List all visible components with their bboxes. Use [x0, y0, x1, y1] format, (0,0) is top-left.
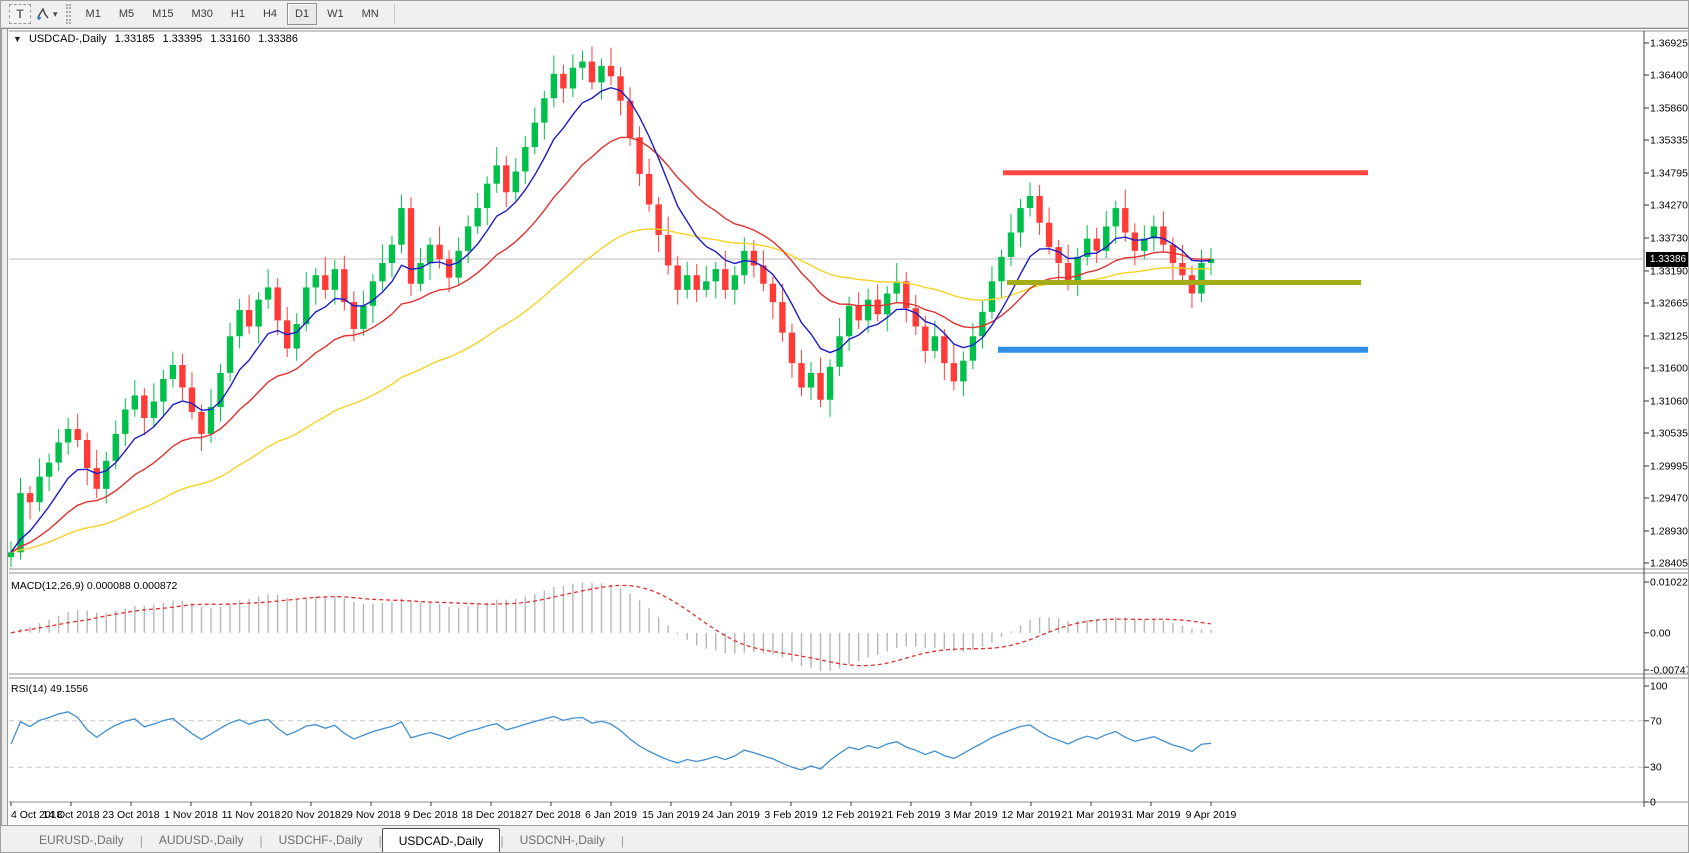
price-axis-label: 1.33730: [1650, 233, 1688, 245]
symbol-tab-bar: EURUSD-,Daily | AUDUSD-,Daily | USDCHF-,Dail…: [1, 825, 1688, 852]
tab-separator: |: [378, 834, 382, 848]
current-price-tag: 1.33386: [1646, 252, 1688, 267]
date-axis-label: 31 Mar 2019: [1122, 809, 1181, 821]
price-axis-label: 1.36925: [1650, 38, 1688, 50]
date-axis-label: 12 Mar 2019: [1002, 809, 1061, 821]
rsi-pane: [9, 711, 1644, 771]
macd-signal-line: [10, 584, 1212, 667]
tab-USDCNHDaily[interactable]: USDCNH-,Daily: [519, 833, 605, 847]
ma-slow-line: [10, 228, 1212, 553]
date-axis-label: 12 Feb 2019: [822, 809, 881, 821]
price-axis-label: 1.29995: [1650, 460, 1688, 472]
cursor-tool-button[interactable]: ▾: [34, 3, 59, 25]
price-axis-label: 1.28405: [1650, 558, 1688, 570]
tab-USDCHFDaily[interactable]: USDCHF-,Daily: [278, 833, 363, 847]
tab-separator: |: [139, 834, 143, 848]
rsi-axis-label: 70: [1650, 715, 1662, 727]
timeframe-button-D1[interactable]: D1: [287, 3, 318, 25]
date-axis-label: 9 Dec 2018: [404, 809, 458, 821]
date-axis-label: 15 Jan 2019: [642, 809, 700, 821]
timeframe-button-group: M1 M5 M15 M30 H1 H4 D1 W1 MN: [77, 3, 388, 25]
ohlc-open: 1.33185: [114, 33, 155, 45]
chart-title-bar: ▼ USDCAD-,Daily 1.33185 1.33395 1.33160 …: [13, 33, 303, 45]
rsi-axis-label: 100: [1650, 681, 1668, 693]
tab-EURUSDDaily[interactable]: EURUSD-,Daily: [39, 833, 124, 847]
date-axis-label: 18 Dec 2018: [461, 809, 521, 821]
price-axis-label: 1.30535: [1650, 428, 1688, 440]
tab-separator: |: [259, 834, 263, 848]
price-axis-label: 1.32665: [1650, 298, 1688, 310]
toolbar-separator: [393, 4, 395, 24]
ma-mid-line: [10, 136, 1212, 553]
rsi-axis-label: 0: [1650, 797, 1656, 809]
timeframe-button-M30[interactable]: M30: [191, 8, 213, 20]
date-axis-label: 1 Nov 2018: [164, 809, 218, 821]
rsi-axis-label: 30: [1650, 762, 1662, 774]
macd-indicator-label: MACD(12,26,9) 0.000088 0.000872: [11, 580, 178, 592]
timeframe-button-M1[interactable]: M1: [85, 8, 101, 20]
price-axis-label: 1.33190: [1650, 265, 1688, 277]
macd-pane: [10, 582, 1212, 672]
date-axis-label: 21 Feb 2019: [882, 809, 941, 821]
timeframe-button-M5[interactable]: M5: [118, 8, 135, 20]
date-axis-label: 9 Apr 2019: [1186, 809, 1237, 821]
price-axis-label: 1.32125: [1650, 330, 1688, 342]
tab-USDCADDaily[interactable]: USDCAD-,Daily: [381, 828, 501, 852]
ohlc-low: 1.33160: [210, 33, 251, 45]
symbol-title: USDCAD-,Daily: [28, 33, 107, 45]
price-axis-label: 1.31600: [1650, 363, 1688, 375]
ohlc-high: 1.33395: [162, 33, 203, 45]
ma-fast-line: [10, 87, 1212, 553]
collapse-icon[interactable]: ▼: [13, 34, 22, 44]
tab-separator: |: [500, 834, 504, 848]
price-axis-label: 1.35860: [1650, 103, 1688, 115]
ohlc-close: 1.33386: [258, 33, 298, 45]
date-axis-label: 11 Nov 2018: [222, 809, 281, 821]
date-axis-label: 21 Mar 2019: [1062, 809, 1121, 821]
price-axis-label: 1.31060: [1650, 395, 1688, 407]
price-axis-label: 1.34270: [1650, 200, 1688, 212]
price-chart[interactable]: 1.36925 1.36400 1.35860 1.35335 1.34795 1.342…: [1, 29, 1689, 828]
dropdown-caret-icon[interactable]: ▾: [53, 8, 58, 19]
date-axis-label: 24 Jan 2019: [702, 809, 760, 821]
macd-axis-label: 0.00: [1650, 627, 1671, 639]
timeframe-button-W1[interactable]: W1: [327, 8, 344, 20]
text-tool-icon: T: [9, 4, 31, 24]
price-axis-label: 1.34795: [1650, 168, 1688, 180]
timeframe-button-M15[interactable]: M15: [152, 8, 174, 20]
toolbar: T ▾ M1 M5 M15 M30 H1 H4 D1 W1 MN: [1, 1, 1688, 28]
date-axis-label: 3 Feb 2019: [764, 809, 817, 821]
macd-axis-label: 0.010229: [1650, 577, 1689, 589]
tab-AUDUSDDaily[interactable]: AUDUSD-,Daily: [158, 833, 244, 847]
rsi-line: [10, 711, 1212, 771]
timeframe-button-MN[interactable]: MN: [361, 8, 379, 20]
date-axis-label: 14 Oct 2018: [42, 809, 99, 821]
date-axis-label: 23 Oct 2018: [102, 809, 159, 821]
window-left-edge: [1, 29, 8, 828]
candles-layer[interactable]: [7, 46, 1215, 567]
tab-separator: |: [620, 834, 625, 848]
date-axis-label: 4 Oct 2018: [11, 809, 63, 821]
rsi-indicator-label: RSI(14) 49.1556: [11, 683, 89, 695]
date-axis-label: 6 Jan 2019: [585, 809, 637, 821]
text-tool-button[interactable]: T: [8, 3, 32, 25]
toolbar-grip: [65, 4, 71, 24]
price-axis-label: 1.36400: [1650, 70, 1688, 82]
price-axis-label: 1.28930: [1650, 525, 1688, 537]
timeframe-button-H1[interactable]: H1: [230, 8, 245, 20]
date-axis-label: 20 Nov 2018: [281, 809, 341, 821]
chart-window: 1.36925 1.36400 1.35860 1.35335 1.34795 1.342…: [1, 28, 1689, 828]
date-axis-label: 3 Mar 2019: [944, 809, 997, 821]
crosshair-icon: [37, 7, 49, 20]
date-axis-label: 27 Dec 2018: [521, 809, 581, 821]
macd-axis-label: -0.007477: [1650, 665, 1689, 677]
price-axis-label: 1.35335: [1650, 135, 1688, 147]
date-axis-label: 29 Nov 2018: [341, 809, 401, 821]
price-axis-label: 1.29470: [1650, 493, 1688, 505]
timeframe-button-H4[interactable]: H4: [262, 8, 278, 20]
